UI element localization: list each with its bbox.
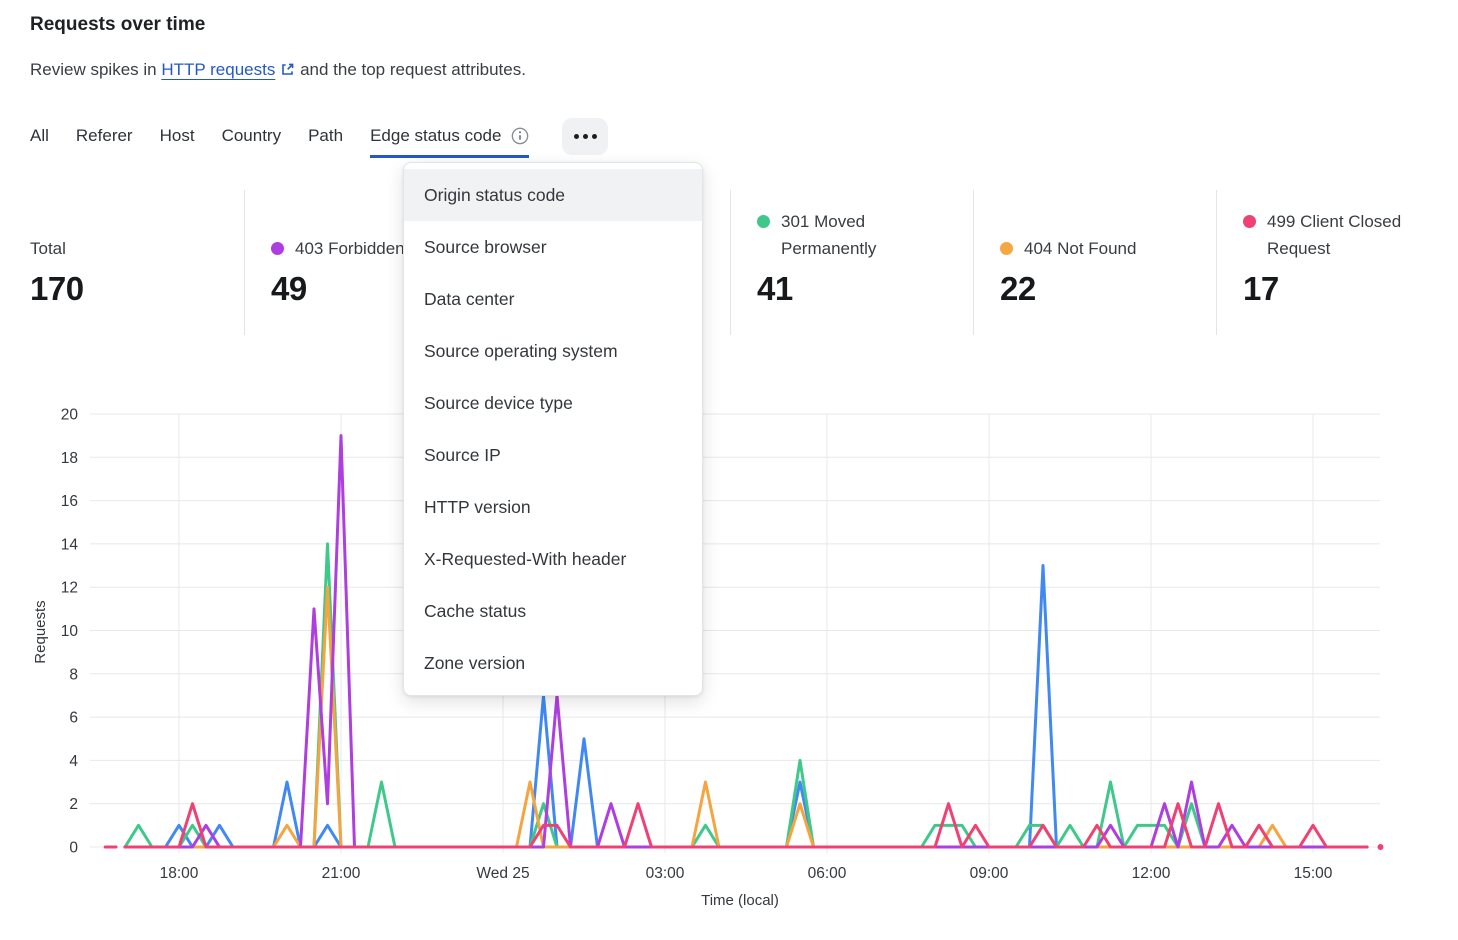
y-tick-label: 2 bbox=[69, 796, 78, 813]
y-tick-label: 20 bbox=[61, 407, 79, 424]
ellipsis-icon bbox=[591, 134, 597, 139]
series-color-dot bbox=[1243, 215, 1256, 229]
y-axis-title: Requests bbox=[32, 600, 49, 663]
http-requests-link-label: HTTP requests bbox=[161, 60, 276, 79]
y-tick-label: 8 bbox=[69, 666, 78, 683]
tab-referer[interactable]: Referer bbox=[76, 120, 133, 158]
requests-chart: 0 2 4 6 8 10 12 14 16 18 20 18:00 21:00 Wed 25 03:00 06… bbox=[0, 400, 1458, 930]
x-tick-label: 15:00 bbox=[1294, 865, 1333, 882]
info-icon[interactable] bbox=[511, 127, 529, 145]
stat-404-not-found: 404 Not Found 22 bbox=[973, 190, 1216, 335]
stats-row: Total 170 403 Forbidden 49 301 Moved Permane… bbox=[30, 190, 1458, 335]
x-tick-label: 09:00 bbox=[970, 865, 1009, 882]
series-end-dot bbox=[1377, 844, 1384, 850]
x-tick-label: 03:00 bbox=[646, 865, 685, 882]
ellipsis-icon bbox=[582, 134, 588, 139]
x-tick-label: 18:00 bbox=[160, 865, 199, 882]
menu-item-zone-version[interactable]: Zone version bbox=[424, 653, 526, 673]
tab-label: Host bbox=[159, 125, 195, 145]
menu-item-x-requested-with-header[interactable]: X-Requested-With header bbox=[424, 549, 627, 569]
stat-value: 22 bbox=[1000, 270, 1036, 307]
y-tick-label: 16 bbox=[61, 493, 78, 510]
page-title: Requests over time bbox=[30, 14, 206, 35]
stat-499-client-closed-request: 499 Client Closed Request 17 bbox=[1216, 190, 1458, 335]
stat-value: 49 bbox=[271, 270, 307, 307]
menu-item-cache-status[interactable]: Cache status bbox=[424, 601, 527, 621]
tab-label: Path bbox=[308, 125, 344, 145]
external-link-icon bbox=[280, 62, 295, 82]
dimension-dropdown-menu: Origin status code Source browser Data cen… bbox=[403, 162, 703, 696]
x-tick-label: 12:00 bbox=[1132, 865, 1171, 882]
tab-path[interactable]: Path bbox=[308, 120, 343, 158]
stat-301-moved-permanently: 301 Moved Permanently 41 bbox=[730, 190, 973, 335]
tab-all[interactable]: All bbox=[30, 120, 49, 158]
stat-total: Total 170 bbox=[30, 190, 244, 335]
requests-line-chart: 0 2 4 6 8 10 12 14 16 18 20 18:00 21:00 Wed 25 03:00 06… bbox=[32, 407, 1384, 909]
series-line-499-client-closed-request bbox=[123, 802, 1369, 849]
stat-label: 499 Client Closed Request bbox=[1267, 212, 1402, 258]
menu-item-source-device-type[interactable]: Source device type bbox=[424, 393, 573, 413]
subtitle-text: Review spikes in bbox=[30, 60, 162, 79]
tab-label: Referer bbox=[75, 125, 133, 145]
subtitle: Review spikes in HTTP requests and the t… bbox=[30, 60, 526, 82]
y-tick-label: 12 bbox=[61, 580, 78, 597]
series-color-dot bbox=[757, 215, 770, 229]
menu-item-source-operating-system[interactable]: Source operating system bbox=[424, 341, 618, 361]
x-axis-title: Time (local) bbox=[701, 892, 779, 909]
menu-item-source-ip[interactable]: Source IP bbox=[424, 445, 501, 465]
stat-label: 404 Not Found bbox=[1024, 238, 1137, 258]
subtitle-text: and the top request attributes. bbox=[295, 60, 526, 79]
stat-label: Total bbox=[30, 238, 66, 258]
stat-label: 403 Forbidden bbox=[295, 238, 405, 258]
x-tick-label: Wed 25 bbox=[476, 865, 529, 882]
stat-403-forbidden: 403 Forbidden 49 bbox=[244, 190, 487, 335]
series-line-403-forbidden bbox=[123, 434, 1369, 849]
tab-country[interactable]: Country bbox=[222, 120, 282, 158]
y-tick-label: 14 bbox=[61, 536, 79, 553]
x-tick-label: 21:00 bbox=[322, 865, 361, 882]
dimension-tabs: All Referer Host Country Path Edge status cod… bbox=[30, 118, 609, 159]
tab-label: All bbox=[30, 125, 49, 145]
stat-label: 301 Moved Permanently bbox=[781, 212, 877, 258]
y-tick-label: 4 bbox=[69, 753, 78, 770]
tab-label: Country bbox=[221, 125, 282, 145]
ellipsis-icon bbox=[573, 134, 579, 139]
x-tick-label: 06:00 bbox=[808, 865, 847, 882]
y-tick-label: 0 bbox=[69, 840, 78, 857]
tab-label: Edge status code bbox=[370, 125, 502, 145]
stat-value: 170 bbox=[30, 270, 84, 307]
more-dimensions-button[interactable] bbox=[562, 118, 609, 155]
y-tick-label: 6 bbox=[69, 710, 78, 727]
y-tick-label: 10 bbox=[61, 623, 79, 640]
tab-edge-status-code[interactable]: Edge status code bbox=[370, 120, 530, 158]
menu-item-source-browser[interactable]: Source browser bbox=[424, 237, 547, 257]
series-color-dot bbox=[271, 241, 284, 255]
stat-value: 41 bbox=[757, 270, 793, 307]
menu-item-http-version[interactable]: HTTP version bbox=[424, 497, 531, 517]
series-line-301-moved-permanently bbox=[123, 542, 1369, 849]
stat-value: 17 bbox=[1243, 270, 1279, 307]
y-tick-label: 18 bbox=[61, 450, 78, 467]
tab-host[interactable]: Host bbox=[160, 120, 195, 158]
menu-item-origin-status-code[interactable]: Origin status code bbox=[404, 169, 702, 221]
series-color-dot bbox=[1000, 241, 1013, 255]
menu-item-data-center[interactable]: Data center bbox=[424, 289, 515, 309]
http-requests-link[interactable]: HTTP requests bbox=[161, 60, 295, 79]
series-line-blue-unlabeled bbox=[123, 564, 1369, 849]
